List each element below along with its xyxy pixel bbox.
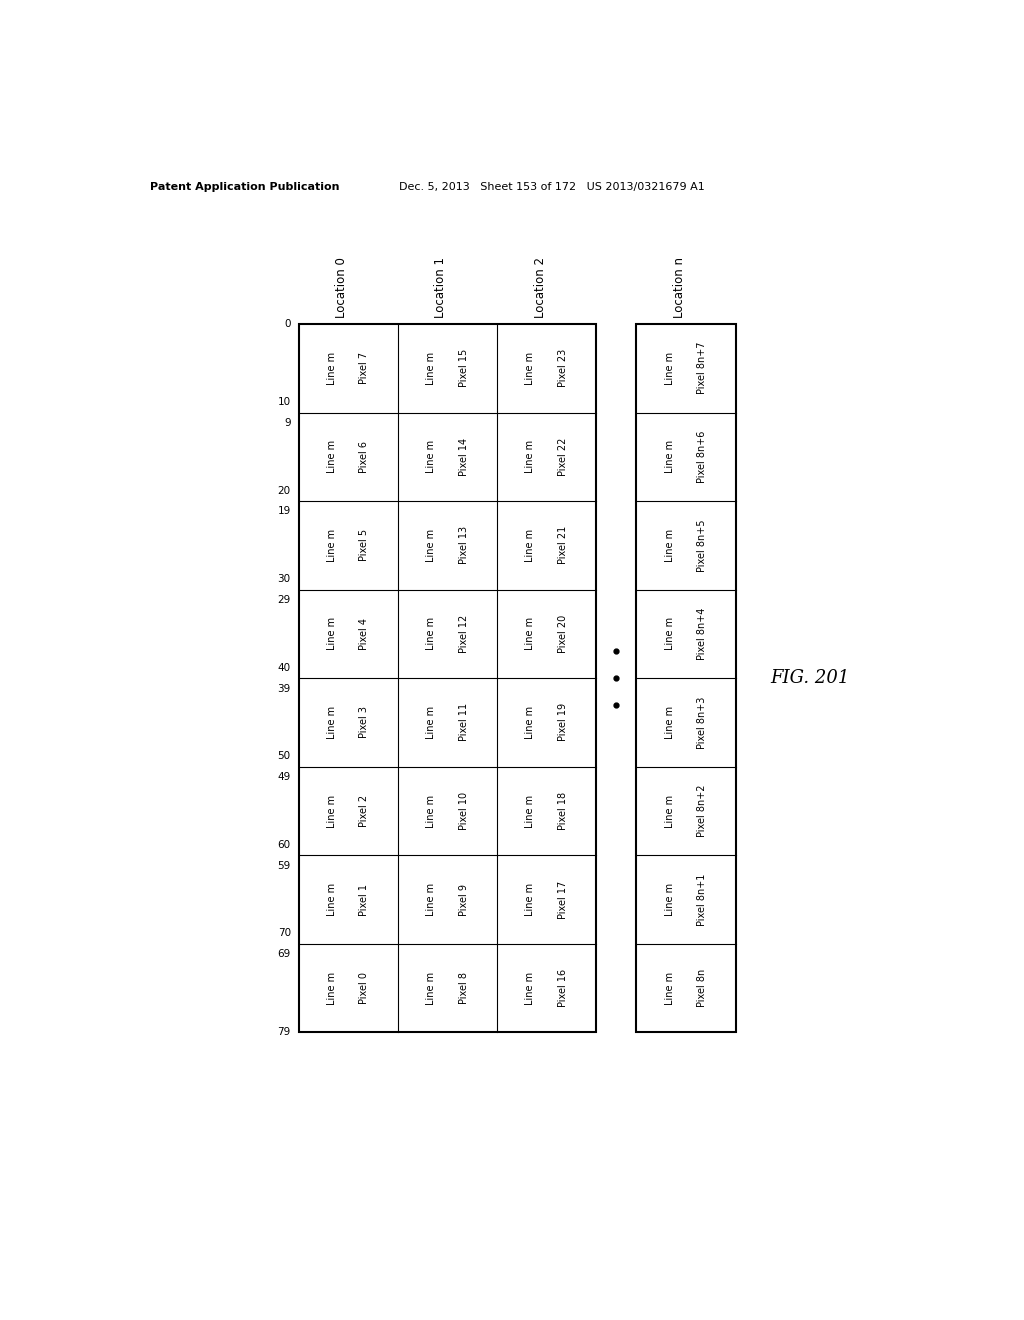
Text: Line m: Line m bbox=[665, 883, 675, 916]
Text: Pixel 8n+1: Pixel 8n+1 bbox=[697, 874, 708, 925]
Text: Location 2: Location 2 bbox=[534, 257, 547, 318]
Text: Line m: Line m bbox=[327, 883, 337, 916]
Text: Line m: Line m bbox=[327, 972, 337, 1005]
Bar bbox=[636, 323, 735, 1032]
Text: Line m: Line m bbox=[426, 972, 436, 1005]
Text: Pixel 16: Pixel 16 bbox=[558, 969, 567, 1007]
Text: Pixel 14: Pixel 14 bbox=[459, 438, 469, 475]
Text: Line m: Line m bbox=[525, 440, 536, 474]
Text: Line m: Line m bbox=[525, 351, 536, 385]
Text: Pixel 8n+7: Pixel 8n+7 bbox=[697, 342, 708, 395]
Text: Pixel 22: Pixel 22 bbox=[558, 438, 567, 477]
Text: Pixel 18: Pixel 18 bbox=[558, 792, 567, 830]
Text: Pixel 13: Pixel 13 bbox=[459, 527, 469, 565]
Text: Line m: Line m bbox=[665, 351, 675, 385]
Text: 60: 60 bbox=[278, 840, 291, 850]
Text: Line m: Line m bbox=[525, 883, 536, 916]
Text: 59: 59 bbox=[278, 861, 291, 871]
Text: Pixel 1: Pixel 1 bbox=[359, 883, 370, 916]
Text: Pixel 21: Pixel 21 bbox=[558, 527, 567, 565]
Text: Dec. 5, 2013   Sheet 153 of 172   US 2013/0321679 A1: Dec. 5, 2013 Sheet 153 of 172 US 2013/03… bbox=[399, 182, 705, 191]
Text: Line m: Line m bbox=[327, 529, 337, 562]
Text: 29: 29 bbox=[278, 595, 291, 605]
Text: FIG. 201: FIG. 201 bbox=[770, 669, 850, 688]
Text: 79: 79 bbox=[278, 1027, 291, 1038]
Text: Line m: Line m bbox=[525, 618, 536, 651]
Text: Location n: Location n bbox=[673, 257, 686, 318]
Text: Location 1: Location 1 bbox=[434, 257, 447, 318]
Text: Pixel 2: Pixel 2 bbox=[359, 795, 370, 828]
Text: Line m: Line m bbox=[426, 618, 436, 651]
Text: Pixel 3: Pixel 3 bbox=[359, 706, 370, 738]
Text: 30: 30 bbox=[278, 574, 291, 585]
Text: Pixel 23: Pixel 23 bbox=[558, 348, 567, 387]
Text: 49: 49 bbox=[278, 772, 291, 781]
Text: 19: 19 bbox=[278, 507, 291, 516]
Text: Pixel 7: Pixel 7 bbox=[359, 352, 370, 384]
Text: Pixel 9: Pixel 9 bbox=[459, 883, 469, 916]
Text: Line m: Line m bbox=[665, 795, 675, 828]
Text: Pixel 17: Pixel 17 bbox=[558, 880, 567, 919]
Text: Pixel 8n+3: Pixel 8n+3 bbox=[697, 696, 708, 748]
Text: Pixel 4: Pixel 4 bbox=[359, 618, 370, 649]
Text: Pixel 8n+5: Pixel 8n+5 bbox=[697, 519, 708, 572]
Text: Line m: Line m bbox=[665, 618, 675, 651]
Text: Line m: Line m bbox=[665, 440, 675, 474]
Text: Location 0: Location 0 bbox=[335, 257, 348, 318]
Text: Line m: Line m bbox=[327, 440, 337, 474]
Text: Pixel 19: Pixel 19 bbox=[558, 704, 567, 742]
Text: Pixel 8n+6: Pixel 8n+6 bbox=[697, 430, 708, 483]
Text: Pixel 8n+4: Pixel 8n+4 bbox=[697, 607, 708, 660]
Text: 9: 9 bbox=[284, 418, 291, 428]
Text: 10: 10 bbox=[278, 397, 291, 407]
Text: Pixel 20: Pixel 20 bbox=[558, 615, 567, 653]
Text: Line m: Line m bbox=[327, 618, 337, 651]
Text: 0: 0 bbox=[285, 319, 291, 329]
Text: Line m: Line m bbox=[426, 883, 436, 916]
Text: Pixel 10: Pixel 10 bbox=[459, 792, 469, 830]
Text: Pixel 12: Pixel 12 bbox=[459, 615, 469, 653]
Text: Patent Application Publication: Patent Application Publication bbox=[150, 182, 339, 191]
Text: Pixel 8: Pixel 8 bbox=[459, 972, 469, 1005]
Text: Pixel 8n: Pixel 8n bbox=[697, 969, 708, 1007]
Text: Line m: Line m bbox=[426, 351, 436, 385]
Text: Pixel 11: Pixel 11 bbox=[459, 704, 469, 742]
Text: Pixel 0: Pixel 0 bbox=[359, 972, 370, 1005]
Text: Line m: Line m bbox=[327, 795, 337, 828]
Text: Line m: Line m bbox=[665, 972, 675, 1005]
Text: Pixel 6: Pixel 6 bbox=[359, 441, 370, 473]
Text: 20: 20 bbox=[278, 486, 291, 496]
Text: Line m: Line m bbox=[665, 706, 675, 739]
Text: Pixel 8n+2: Pixel 8n+2 bbox=[697, 784, 708, 837]
Text: 40: 40 bbox=[278, 663, 291, 673]
Text: Line m: Line m bbox=[426, 529, 436, 562]
Text: Line m: Line m bbox=[426, 440, 436, 474]
Bar bbox=[299, 323, 596, 1032]
Text: Line m: Line m bbox=[525, 972, 536, 1005]
Text: Line m: Line m bbox=[426, 795, 436, 828]
Text: Line m: Line m bbox=[525, 706, 536, 739]
Text: Pixel 15: Pixel 15 bbox=[459, 348, 469, 387]
Text: 70: 70 bbox=[278, 928, 291, 939]
Text: 50: 50 bbox=[278, 751, 291, 762]
Text: Line m: Line m bbox=[525, 795, 536, 828]
Text: Line m: Line m bbox=[525, 529, 536, 562]
Text: Line m: Line m bbox=[327, 351, 337, 385]
Text: 39: 39 bbox=[278, 684, 291, 693]
Text: Pixel 5: Pixel 5 bbox=[359, 529, 370, 561]
Text: Line m: Line m bbox=[665, 529, 675, 562]
Text: Line m: Line m bbox=[426, 706, 436, 739]
Text: 69: 69 bbox=[278, 949, 291, 960]
Text: Line m: Line m bbox=[327, 706, 337, 739]
